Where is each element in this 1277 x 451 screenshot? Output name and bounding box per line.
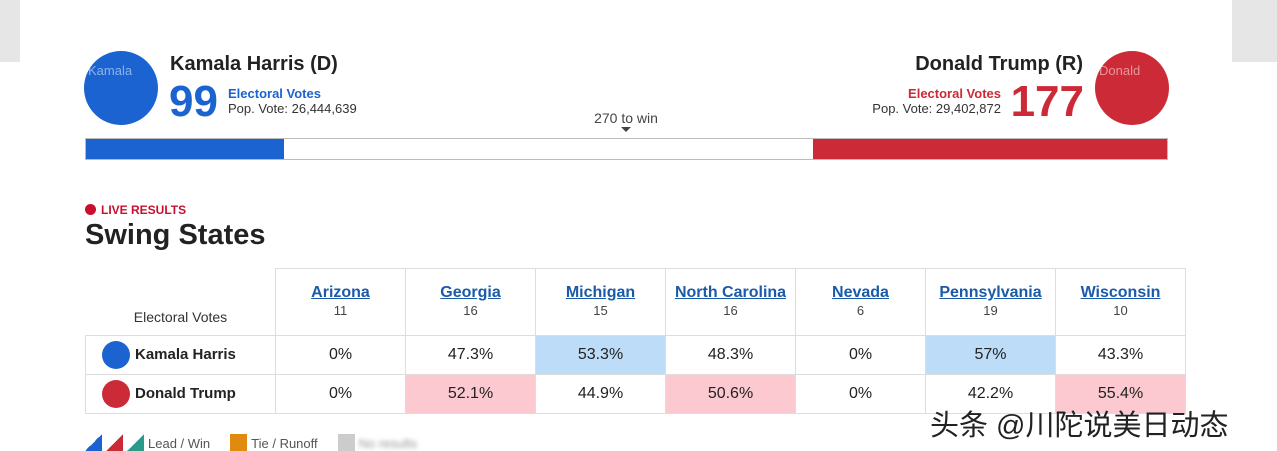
pop-vote: Pop. Vote: 29,402,872 [872,101,1001,116]
state-header: Georgia 16 [405,268,536,336]
legend-label: Tie / Runoff [251,436,318,451]
candidate-name: Donald Trump (R) [915,53,1083,75]
corner: Electoral Votes [85,268,276,336]
result-cell: 57% [925,335,1056,375]
pop-value: 29,402,872 [935,101,1001,116]
result-cell: 47.3% [405,335,536,375]
state-ev: 15 [593,303,608,318]
bar-segment [86,139,285,159]
ev-label: Electoral Votes [228,86,321,101]
threshold-arrow [621,127,631,137]
result-cell: 50.6% [665,374,796,414]
avatar-alt: Kamala [88,63,133,78]
corner-label: Electoral Votes [133,309,228,325]
row-name: Kamala Harris [85,335,276,375]
state-link[interactable]: Pennsylvania [939,284,1042,301]
state-header: Arizona 11 [275,268,406,336]
header-row: Electoral Votes Arizona 11 Georgia 16 Michiga… [85,268,1186,336]
result-cell: 55.4% [1055,374,1186,414]
threshold: 270 to win [526,110,726,137]
watermark: 头条 @川陀说美日动态 [930,410,1229,442]
threshold-value: 270 [594,110,618,126]
state-link[interactable]: Arizona [311,284,370,301]
avatar-alt: Donald [1099,63,1141,78]
avatar: Kamala [84,51,158,125]
legend: Lead / Win Tie / Runoff No results [85,434,437,451]
avatar: Donald [1095,51,1169,125]
result-cell: 0% [795,374,926,414]
state-header: North Carolina 16 [665,268,796,336]
state-link[interactable]: Michigan [565,284,636,301]
state-header: Nevada 6 [795,268,926,336]
state-header: Pennsylvania 19 [925,268,1056,336]
state-ev: 16 [463,303,478,318]
state-link[interactable]: North Carolina [674,284,787,301]
legend-swatch [337,434,355,451]
bar-segment [812,139,1167,159]
result-cell: 44.9% [535,374,666,414]
pop-label: Pop. Vote: [228,101,288,116]
candidate-row: Donald Trump 0% 52.1% 44.9% 50.6% 0% 42.2% 55.4… [85,374,1186,414]
state-ev: 10 [1113,303,1128,318]
legend-swatch [230,434,248,451]
legend-label: Lead / Win [148,436,211,451]
live-label: LIVE RESULTS [85,203,186,217]
row-avatar [102,380,130,408]
ev-label: Electoral Votes [908,86,1001,101]
pop-value: 26,444,639 [291,101,357,116]
legend-swatch [85,434,102,451]
row-label: Kamala Harris [135,345,236,363]
candidate-row: Kamala Harris 0% 47.3% 53.3% 48.3% 0% 57% 43.3% [85,335,1186,375]
result-cell: 42.2% [925,374,1056,414]
state-ev: 6 [856,303,865,318]
result-cell: 0% [275,335,406,375]
pop-vote: Pop. Vote: 26,444,639 [228,101,357,116]
state-ev: 11 [333,303,348,318]
candidate-name: Kamala Harris (D) [170,53,338,75]
result-cell: 43.3% [1055,335,1186,375]
side-strip [1232,0,1277,62]
state-link[interactable]: Georgia [440,284,501,301]
threshold-label: to win [621,110,658,126]
result-cell: 52.1% [405,374,536,414]
state-link[interactable]: Nevada [832,284,889,301]
result-cell: 0% [795,335,926,375]
result-cell: 48.3% [665,335,796,375]
legend-label: No results [358,436,418,451]
state-header: Michigan 15 [535,268,666,336]
live-text: LIVE RESULTS [101,203,187,217]
result-cell: 0% [275,374,406,414]
state-header: Wisconsin 10 [1055,268,1186,336]
legend-swatch [127,434,144,451]
row-avatar [102,341,130,369]
legend-swatch [106,434,123,451]
result-cell: 53.3% [535,335,666,375]
section-title: Swing States [85,219,266,251]
state-ev: 16 [723,303,738,318]
ev-bar [85,138,1168,160]
electoral-votes: 177 [1010,77,1084,126]
pop-label: Pop. Vote: [872,101,933,116]
electoral-votes: 99 [169,77,218,126]
state-ev: 19 [983,303,998,318]
row-label: Donald Trump [135,384,236,402]
state-link[interactable]: Wisconsin [1080,284,1161,301]
row-name: Donald Trump [85,374,276,414]
side-strip [0,0,20,62]
swing-table: Electoral Votes Arizona 11 Georgia 16 Michiga… [85,268,1186,414]
